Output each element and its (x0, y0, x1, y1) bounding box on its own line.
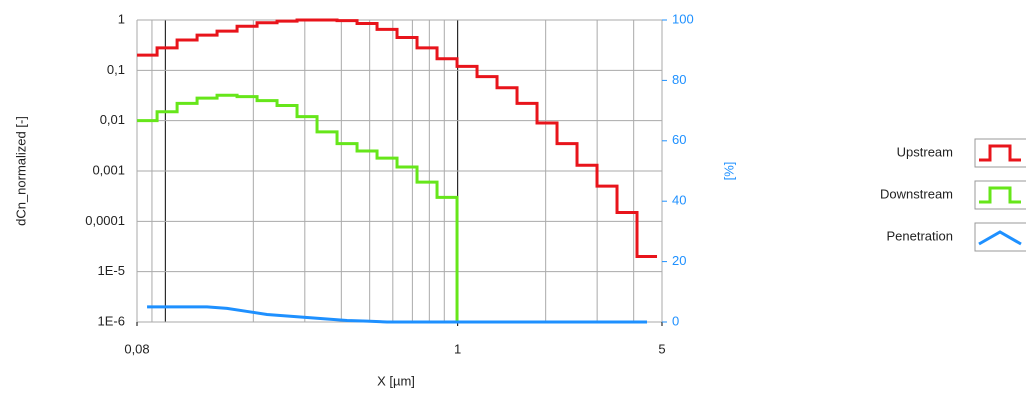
x-axis-label: X [µm] (377, 373, 415, 388)
y2-tick-label: 100 (672, 11, 694, 26)
x-tick-label: 1 (454, 341, 461, 356)
y-tick-label: 0,01 (100, 112, 125, 127)
y2-tick-label: 80 (672, 72, 686, 87)
y2-tick-label: 0 (672, 313, 679, 328)
y-axis-label: dCn_normalized [-] (13, 116, 28, 226)
y2-tick-label: 20 (672, 253, 686, 268)
legend-label: Downstream (880, 186, 953, 201)
series-line (137, 93, 478, 324)
y-tick-label: 1E-6 (98, 313, 125, 328)
series-line (147, 305, 648, 324)
y-tick-label: 1 (118, 11, 125, 26)
legend-box (974, 180, 1026, 210)
x-tick-label: 0,08 (124, 341, 149, 356)
y-tick-label: 0,001 (92, 162, 125, 177)
y2-tick-label: 40 (672, 193, 686, 208)
y-tick-label: 0,0001 (85, 213, 125, 228)
y2-tick-label: 60 (672, 132, 686, 147)
legend-icon (978, 230, 1022, 246)
legend-label: Upstream (897, 144, 953, 159)
legend-box (974, 222, 1026, 252)
legend-icon (979, 144, 1021, 162)
legend-box (974, 138, 1026, 168)
series-line (137, 18, 658, 259)
x-tick-label: 5 (658, 341, 665, 356)
legend-icon (979, 186, 1021, 204)
y-tick-label: 1E-5 (98, 263, 125, 278)
legend-label: Penetration (887, 228, 954, 243)
y-tick-label: 0,1 (107, 62, 125, 77)
y2-axis-label: [%] (721, 162, 736, 181)
